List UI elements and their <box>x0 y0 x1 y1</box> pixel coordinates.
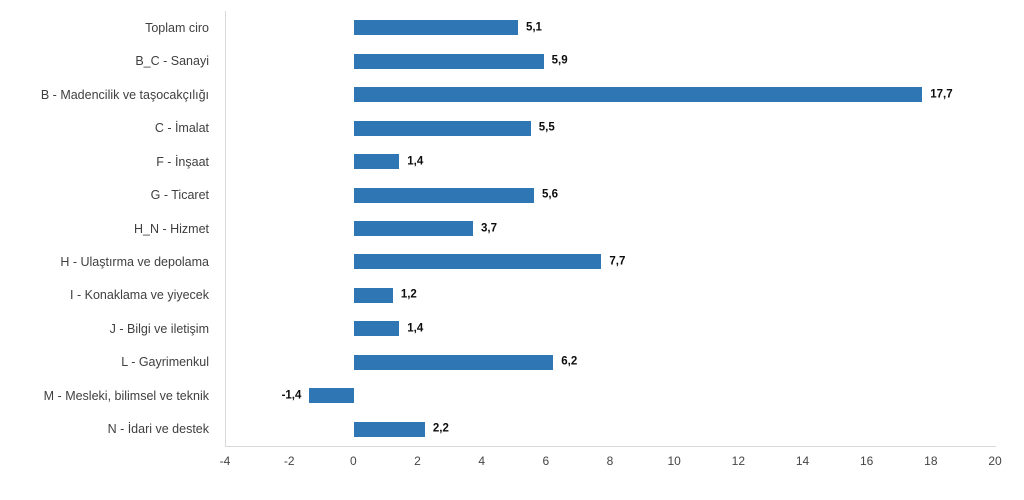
category-label: C - İmalat <box>154 121 209 136</box>
bar <box>354 87 923 103</box>
bar <box>354 187 534 203</box>
category-label: H - Ulaştırma ve depolama <box>60 255 209 270</box>
value-label: 5,6 <box>542 188 558 201</box>
x-axis-tick: 10 <box>667 454 681 468</box>
x-axis-tick: 0 <box>349 454 357 468</box>
x-axis-tick: 14 <box>795 454 810 468</box>
category-label: M - Mesleki, bilimsel ve teknik <box>43 388 209 403</box>
category-labels: Toplam ciro B_C - Sanayi B - Madencilik ve… <box>0 11 209 446</box>
value-label: 5,9 <box>551 54 568 67</box>
value-label: 2,2 <box>432 422 449 435</box>
x-axis-tick: -2 <box>283 454 295 468</box>
x-axis-tick: 4 <box>478 454 485 468</box>
category-label: G - Ticaret <box>150 188 209 203</box>
x-axis-tick: 20 <box>988 454 1002 468</box>
x-axis: -4 -2 0 2 4 6 8 10 12 14 16 18 20 <box>220 454 1002 472</box>
bar <box>354 321 400 337</box>
value-label: 6,2 <box>561 355 578 368</box>
category-label: H_N - Hizmet <box>133 221 209 236</box>
bar <box>354 221 474 236</box>
x-axis-tick: 16 <box>859 454 874 468</box>
bar <box>354 354 554 370</box>
bar <box>354 154 400 170</box>
bar <box>309 388 355 404</box>
value-label: 1,4 <box>407 322 424 335</box>
value-label: 3,7 <box>481 221 498 234</box>
category-label: B_C - Sanayi <box>135 54 209 69</box>
bar <box>354 287 393 303</box>
category-label: I - Konaklama ve yiyecek <box>70 288 209 303</box>
bar <box>354 53 544 69</box>
category-label: L - Gayrimenkul <box>121 355 209 370</box>
value-label: -1,4 <box>281 389 302 402</box>
x-axis-tick: 8 <box>606 454 614 468</box>
bar <box>354 120 531 136</box>
plot-area: 5,1 5,9 17,7 5,5 1,4 5,6 3,7 7,7 1,2 1,4 6,2 -1,4 2,… <box>225 11 996 447</box>
category-label: N - İdari ve destek <box>107 422 209 437</box>
bar <box>354 254 602 270</box>
category-label: F - İnşaat <box>156 154 209 169</box>
x-axis-tick: 18 <box>924 454 938 468</box>
x-axis-tick: 6 <box>542 454 550 468</box>
category-label: Toplam ciro <box>145 20 209 35</box>
category-label: J - Bilgi ve iletişim <box>109 321 209 336</box>
value-label: 1,2 <box>400 288 417 301</box>
x-axis-tick: 2 <box>414 454 421 468</box>
value-label: 5,5 <box>538 121 555 134</box>
x-axis-tick: 12 <box>731 454 746 468</box>
x-axis-tick: -4 <box>219 454 231 468</box>
bar <box>354 20 518 36</box>
value-label: 1,4 <box>407 154 424 167</box>
bar <box>354 421 425 437</box>
value-label: 17,7 <box>930 87 953 100</box>
value-label: 5,1 <box>525 20 542 33</box>
category-label: B - Madencilik ve taşocakçılığı <box>40 87 209 102</box>
value-label: 7,7 <box>609 255 626 268</box>
